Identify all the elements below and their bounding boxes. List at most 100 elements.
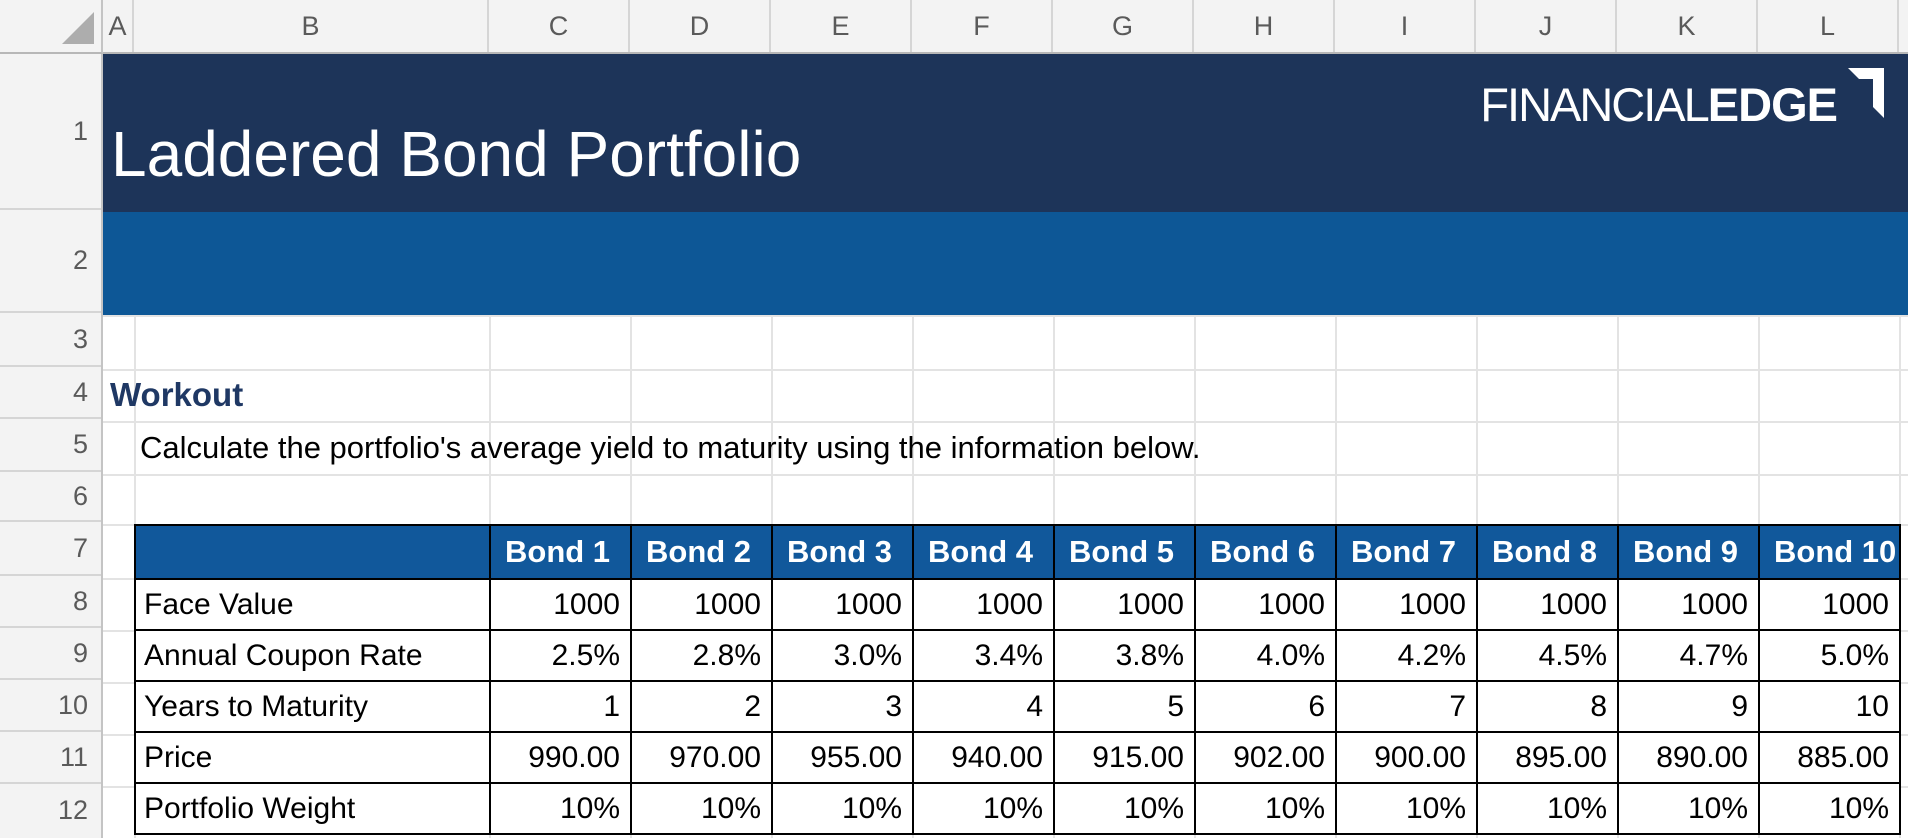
cell[interactable]: 1000	[1476, 578, 1619, 631]
column-header-g[interactable]: G	[1053, 0, 1194, 52]
row-header-4[interactable]: 4	[0, 367, 101, 419]
cell[interactable]: 900.00	[1335, 731, 1478, 784]
cell[interactable]: 10	[1758, 680, 1901, 733]
cell[interactable]: 1000	[912, 578, 1055, 631]
column-header-a[interactable]: A	[103, 0, 134, 52]
row-label[interactable]: Price	[134, 731, 491, 784]
row-header-6[interactable]: 6	[0, 472, 101, 522]
table-row-price: Price 990.00 970.00 955.00 940.00 915.00…	[134, 731, 1901, 784]
cell[interactable]: 10%	[489, 782, 632, 835]
cell[interactable]: 1000	[1053, 578, 1196, 631]
cell[interactable]: 955.00	[771, 731, 914, 784]
cell[interactable]: 2.5%	[489, 629, 632, 682]
cell[interactable]: 4.0%	[1194, 629, 1337, 682]
cell[interactable]: 10%	[1476, 782, 1619, 835]
column-header-k[interactable]: K	[1617, 0, 1758, 52]
cell[interactable]: 9	[1617, 680, 1760, 733]
row-header-3[interactable]: 3	[0, 313, 101, 367]
cell[interactable]: 3.4%	[912, 629, 1055, 682]
cell[interactable]: 2.8%	[630, 629, 773, 682]
cell[interactable]: 5	[1053, 680, 1196, 733]
cell[interactable]: 5.0%	[1758, 629, 1901, 682]
cell[interactable]: 1000	[630, 578, 773, 631]
cell[interactable]: 10%	[630, 782, 773, 835]
cell[interactable]: 10%	[1194, 782, 1337, 835]
cell[interactable]: 6	[1194, 680, 1337, 733]
cell[interactable]: 915.00	[1053, 731, 1196, 784]
cell[interactable]: 1000	[1758, 578, 1901, 631]
bond-column-header[interactable]: Bond 10	[1758, 524, 1901, 580]
table-row-portfolio-weight: Portfolio Weight 10% 10% 10% 10% 10% 10%…	[134, 782, 1901, 835]
column-header-j[interactable]: J	[1476, 0, 1617, 52]
row-header-5[interactable]: 5	[0, 419, 101, 472]
column-header-f[interactable]: F	[912, 0, 1053, 52]
cell[interactable]: 4.2%	[1335, 629, 1478, 682]
bond-column-header[interactable]: Bond 3	[771, 524, 914, 580]
cell[interactable]: 7	[1335, 680, 1478, 733]
cell[interactable]: 3.8%	[1053, 629, 1196, 682]
bond-column-header[interactable]: Bond 4	[912, 524, 1055, 580]
cell[interactable]: 1000	[1194, 578, 1337, 631]
cell[interactable]: 10%	[912, 782, 1055, 835]
cell[interactable]: 1000	[771, 578, 914, 631]
row-label[interactable]: Face Value	[134, 578, 491, 631]
column-header-d[interactable]: D	[630, 0, 771, 52]
column-header-e[interactable]: E	[771, 0, 912, 52]
row-header-10[interactable]: 10	[0, 680, 101, 732]
row-label[interactable]: Portfolio Weight	[134, 782, 491, 835]
cell[interactable]: 10%	[1053, 782, 1196, 835]
bond-column-header[interactable]: Bond 5	[1053, 524, 1196, 580]
column-header-h[interactable]: H	[1194, 0, 1335, 52]
bond-column-header[interactable]: Bond 8	[1476, 524, 1619, 580]
cell[interactable]: 970.00	[630, 731, 773, 784]
workout-heading[interactable]: Workout	[110, 376, 244, 413]
banner-accent-band[interactable]	[103, 212, 1908, 315]
bond-column-header[interactable]: Bond 9	[1617, 524, 1760, 580]
column-header-i[interactable]: I	[1335, 0, 1476, 52]
cell[interactable]: 1000	[1617, 578, 1760, 631]
cell[interactable]: 902.00	[1194, 731, 1337, 784]
cell[interactable]: 2	[630, 680, 773, 733]
cell[interactable]: 4	[912, 680, 1055, 733]
column-header-b[interactable]: B	[134, 0, 489, 52]
row-label[interactable]: Years to Maturity	[134, 680, 491, 733]
cell[interactable]: 10%	[1758, 782, 1901, 835]
row-label[interactable]: Annual Coupon Rate	[134, 629, 491, 682]
row-header-12[interactable]: 12	[57, 794, 88, 825]
cell[interactable]: 1000	[489, 578, 632, 631]
column-header-l[interactable]: L	[1758, 0, 1899, 52]
logo-text-edge: EDGE	[1707, 78, 1838, 131]
cell[interactable]: 940.00	[912, 731, 1055, 784]
table-corner-cell[interactable]	[134, 524, 491, 580]
row-header-8[interactable]: 8	[0, 576, 101, 628]
cell[interactable]: 885.00	[1758, 731, 1901, 784]
cell[interactable]: 1000	[1335, 578, 1478, 631]
select-all-corner[interactable]	[0, 0, 103, 54]
instruction-text[interactable]: Calculate the portfolio's average yield …	[140, 429, 1201, 465]
column-header-c[interactable]: C	[489, 0, 630, 52]
cell[interactable]: 10%	[1335, 782, 1478, 835]
bond-column-header[interactable]: Bond 6	[1194, 524, 1337, 580]
row-header-11[interactable]: 11	[0, 732, 101, 784]
bond-column-header[interactable]: Bond 7	[1335, 524, 1478, 580]
financial-edge-logo: FINANCIAL EDGE	[1480, 68, 1884, 136]
row-header-1[interactable]: 1	[0, 54, 101, 210]
cell[interactable]: 1	[489, 680, 632, 733]
title-banner[interactable]	[103, 54, 1908, 212]
cell[interactable]: 10%	[1617, 782, 1760, 835]
cell[interactable]: 3.0%	[771, 629, 914, 682]
bond-column-header[interactable]: Bond 2	[630, 524, 773, 580]
cell[interactable]: 990.00	[489, 731, 632, 784]
cell[interactable]: 10%	[771, 782, 914, 835]
cell[interactable]: 8	[1476, 680, 1619, 733]
bond-column-header[interactable]: Bond 1	[489, 524, 632, 580]
row-header-2[interactable]: 2	[0, 210, 101, 313]
row-header-7[interactable]: 7	[0, 522, 101, 576]
cell[interactable]: 3	[771, 680, 914, 733]
row-header-9[interactable]: 9	[0, 628, 101, 680]
cell[interactable]: 890.00	[1617, 731, 1760, 784]
cell[interactable]: 4.5%	[1476, 629, 1619, 682]
cell[interactable]: 4.7%	[1617, 629, 1760, 682]
logo-corner-bracket-icon	[1848, 68, 1884, 118]
cell[interactable]: 895.00	[1476, 731, 1619, 784]
